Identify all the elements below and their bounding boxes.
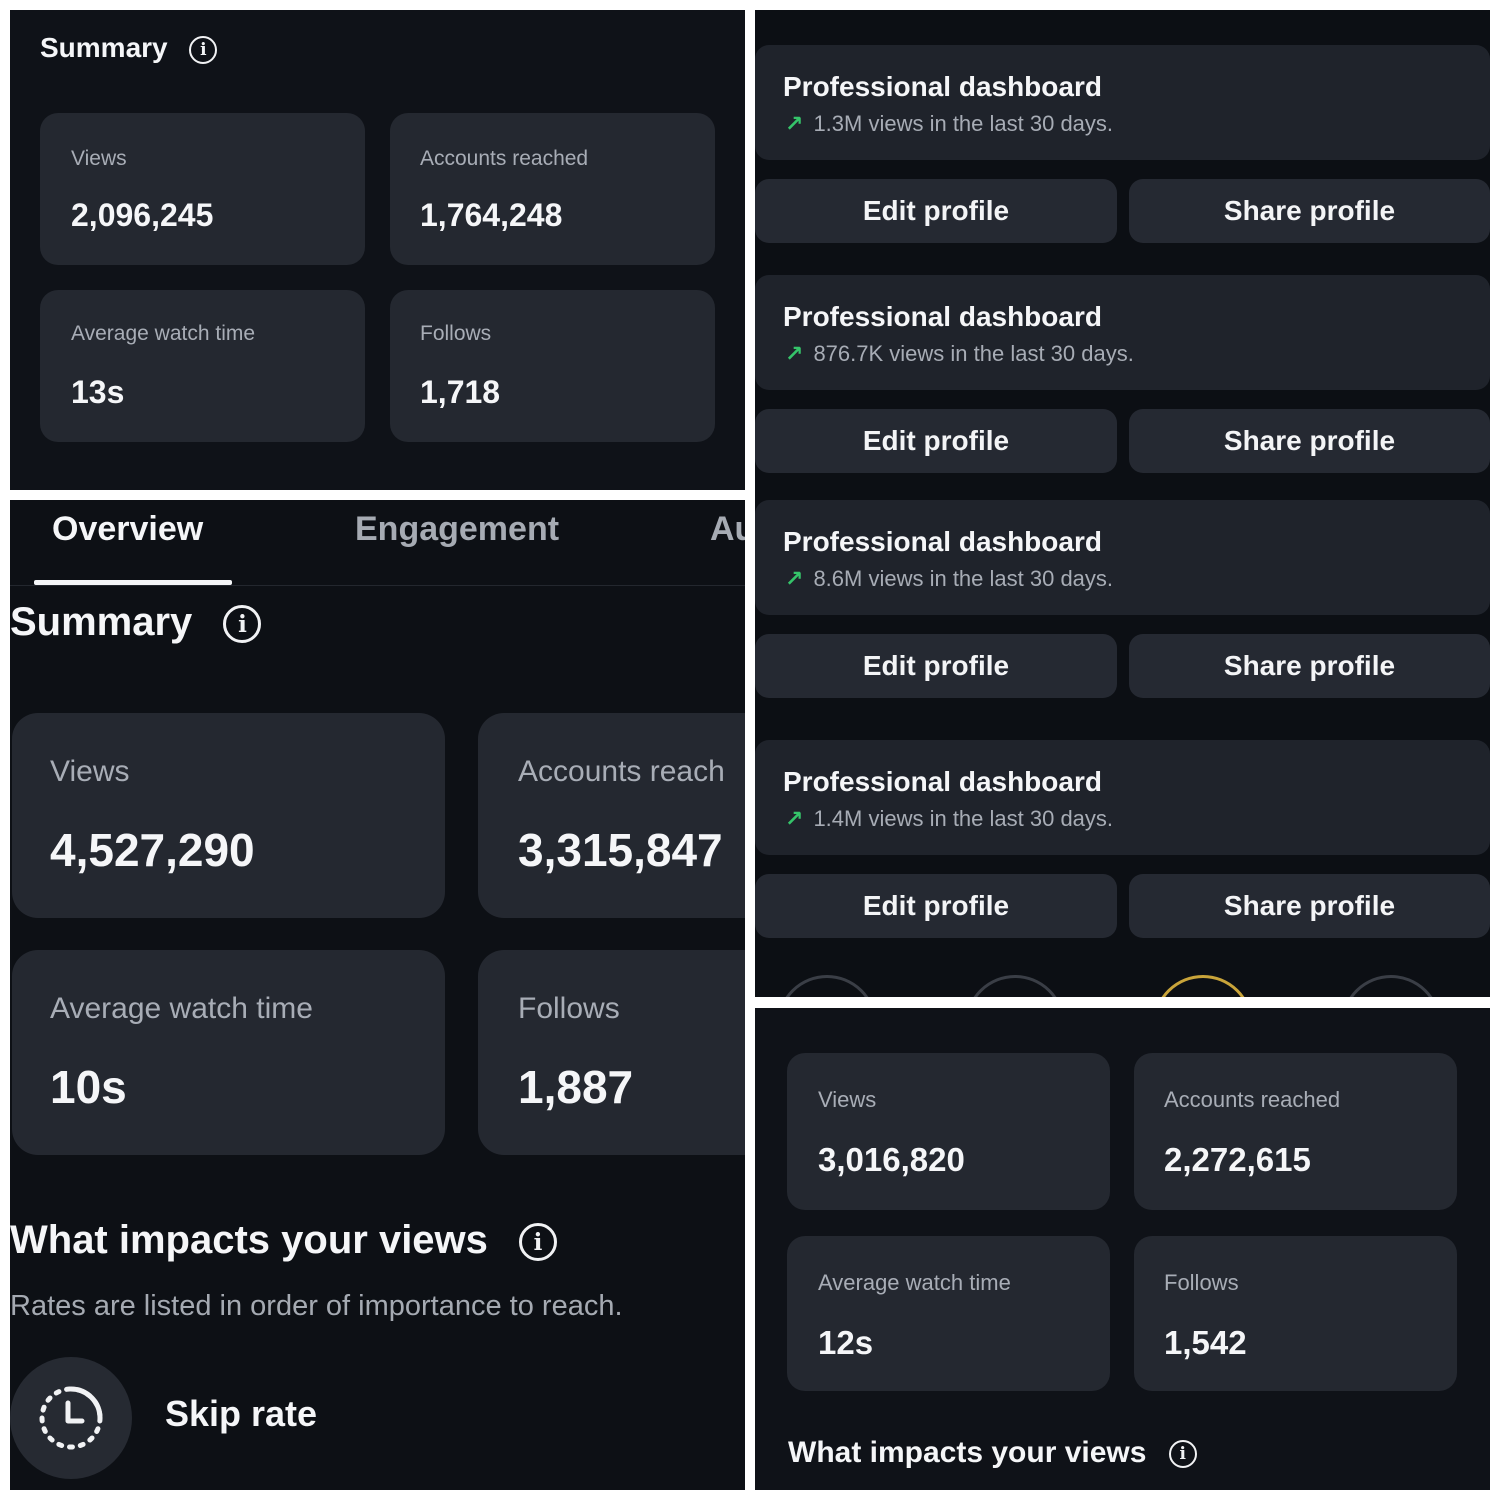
- card-value: 1,542: [1164, 1324, 1247, 1361]
- accounts-reached-card[interactable]: Accounts reach 3,315,847: [478, 713, 745, 918]
- highlight-circle[interactable]: [965, 975, 1065, 997]
- info-icon[interactable]: i: [1168, 1440, 1197, 1469]
- share-profile-button[interactable]: Share profile: [1129, 874, 1490, 938]
- info-icon[interactable]: i: [223, 605, 262, 644]
- card-label: Follows: [518, 992, 620, 1025]
- tab-overview[interactable]: Overview: [52, 510, 204, 548]
- arrow-up-right-icon: ↗: [785, 341, 804, 366]
- impacts-heading: What impacts your views i: [788, 1436, 1197, 1470]
- views-card[interactable]: Views 3,016,820: [787, 1053, 1110, 1210]
- dashboard-views-text: 876.7K views in the last 30 days.: [813, 341, 1134, 366]
- dashboard-views-text: 1.3M views in the last 30 days.: [813, 111, 1114, 136]
- dashboard-title: Professional dashboard: [783, 766, 1102, 797]
- follows-card[interactable]: Follows 1,887: [478, 950, 745, 1155]
- summary-heading: Summary i: [40, 32, 218, 64]
- card-label: Follows: [1164, 1270, 1239, 1295]
- professional-dashboard-card[interactable]: Professional dashboard ↗ 876.7K views in …: [755, 275, 1490, 390]
- highlight-circle[interactable]: [1341, 975, 1441, 997]
- views-card[interactable]: Views 2,096,245: [40, 113, 365, 265]
- accounts-reached-card[interactable]: Accounts reached 2,272,615: [1134, 1053, 1457, 1210]
- card-label: Accounts reached: [1164, 1087, 1341, 1112]
- card-value: 10s: [50, 1061, 127, 1113]
- card-label: Average watch time: [50, 992, 313, 1025]
- arrow-up-right-icon: ↗: [785, 806, 804, 831]
- card-label: Average watch time: [71, 322, 256, 345]
- accounts-reached-card[interactable]: Accounts reached 1,764,248: [390, 113, 715, 265]
- card-value: 4,527,290: [50, 824, 255, 876]
- card-value: 2,096,245: [71, 197, 214, 233]
- card-value: 13s: [71, 374, 125, 410]
- dashboard-title: Professional dashboard: [783, 301, 1102, 332]
- card-value: 3,315,847: [518, 824, 723, 876]
- impacts-title: What impacts your views: [788, 1436, 1147, 1469]
- average-watch-time-card[interactable]: Average watch time 12s: [787, 1236, 1110, 1391]
- average-watch-time-card[interactable]: Average watch time 10s: [12, 950, 445, 1155]
- follows-card[interactable]: Follows 1,542: [1134, 1236, 1457, 1391]
- insights-panel-bottom-left: Overview Engagement Au Summary i Views 4…: [10, 500, 745, 1490]
- impacts-title: What impacts your views: [10, 1218, 488, 1262]
- professional-dashboard-card[interactable]: Professional dashboard ↗ 1.3M views in th…: [755, 45, 1490, 160]
- dashboard-views-text: 8.6M views in the last 30 days.: [813, 566, 1114, 591]
- arrow-up-right-icon: ↗: [785, 566, 804, 591]
- summary-title: Summary: [40, 32, 168, 63]
- tab-active-indicator: [34, 580, 232, 585]
- edit-profile-button[interactable]: Edit profile: [755, 874, 1117, 938]
- info-icon[interactable]: i: [519, 1223, 558, 1262]
- summary-title: Summary: [10, 600, 193, 644]
- highlight-circle[interactable]: [1153, 975, 1253, 997]
- summary-panel-top-left: Summary i Views 2,096,245 Accounts reach…: [10, 10, 745, 490]
- card-label: Views: [71, 147, 127, 170]
- skip-rate-label: Skip rate: [165, 1393, 318, 1434]
- skip-rate-row[interactable]: Skip rate: [10, 1355, 745, 1480]
- highlight-circle[interactable]: [777, 975, 877, 997]
- share-profile-button[interactable]: Share profile: [1129, 179, 1490, 243]
- arrow-up-right-icon: ↗: [785, 111, 804, 136]
- card-value: 1,764,248: [420, 197, 563, 233]
- views-card[interactable]: Views 4,527,290: [12, 713, 445, 918]
- dashboard-subtitle: ↗ 876.7K views in the last 30 days.: [785, 341, 1134, 367]
- summary-panel-bottom-right: Views 3,016,820 Accounts reached 2,272,6…: [755, 1008, 1490, 1490]
- card-label: Accounts reached: [420, 147, 589, 170]
- professional-dashboard-card[interactable]: Professional dashboard ↗ 8.6M views in th…: [755, 500, 1490, 615]
- share-profile-button[interactable]: Share profile: [1129, 634, 1490, 698]
- card-value: 1,887: [518, 1061, 634, 1113]
- edit-profile-button[interactable]: Edit profile: [755, 409, 1117, 473]
- edit-profile-button[interactable]: Edit profile: [755, 179, 1117, 243]
- card-label: Accounts reach: [518, 755, 725, 788]
- tab-bar: Overview Engagement Au: [10, 500, 745, 586]
- card-value: 12s: [818, 1324, 874, 1361]
- dashboard-title: Professional dashboard: [783, 526, 1102, 557]
- card-label: Views: [818, 1087, 877, 1112]
- card-value: 3,016,820: [818, 1141, 965, 1178]
- impacts-subtitle: Rates are listed in order of importance …: [10, 1290, 623, 1322]
- professional-dashboard-card[interactable]: Professional dashboard ↗ 1.4M views in th…: [755, 740, 1490, 855]
- average-watch-time-card[interactable]: Average watch time 13s: [40, 290, 365, 442]
- timer-icon: [39, 1386, 103, 1450]
- dashboard-subtitle: ↗ 8.6M views in the last 30 days.: [785, 566, 1113, 592]
- edit-profile-button[interactable]: Edit profile: [755, 634, 1117, 698]
- dashboard-views-text: 1.4M views in the last 30 days.: [813, 806, 1114, 831]
- card-label: Average watch time: [818, 1270, 1011, 1295]
- summary-heading: Summary i: [10, 600, 262, 645]
- card-value: 1,718: [420, 374, 501, 410]
- card-label: Follows: [420, 322, 492, 345]
- tab-engagement[interactable]: Engagement: [355, 510, 560, 548]
- tab-audience[interactable]: Au: [710, 510, 745, 548]
- story-highlights-row: [755, 960, 1490, 997]
- share-profile-button[interactable]: Share profile: [1129, 409, 1490, 473]
- skip-rate-icon-circle: [10, 1357, 132, 1479]
- card-value: 2,272,615: [1164, 1141, 1311, 1178]
- follows-card[interactable]: Follows 1,718: [390, 290, 715, 442]
- impacts-heading: What impacts your views i: [10, 1218, 558, 1263]
- dashboard-subtitle: ↗ 1.4M views in the last 30 days.: [785, 806, 1113, 832]
- info-icon[interactable]: i: [189, 35, 218, 64]
- dashboard-title: Professional dashboard: [783, 71, 1102, 102]
- card-label: Views: [50, 755, 130, 788]
- dashboard-subtitle: ↗ 1.3M views in the last 30 days.: [785, 111, 1113, 137]
